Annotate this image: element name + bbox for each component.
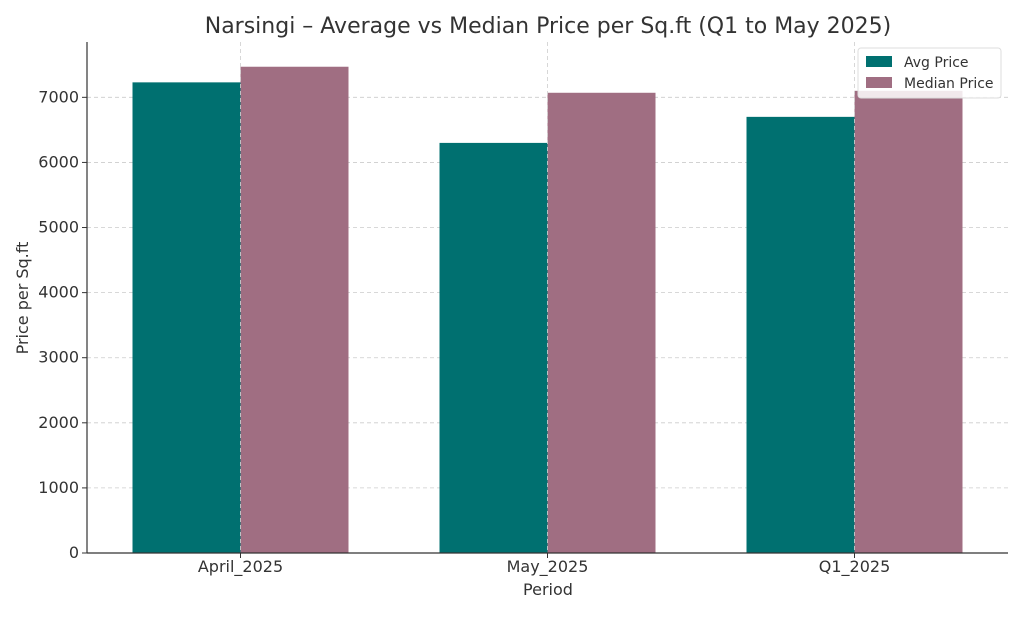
x-ticks: April_2025 May_2025 Q1_2025 [198, 553, 890, 577]
y-tick-label: 4000 [38, 283, 79, 302]
x-tick-label: May_2025 [507, 557, 589, 577]
y-tick-label: 6000 [38, 152, 79, 171]
legend-entry: Median Price [904, 76, 994, 92]
x-tick-label: Q1_2025 [819, 557, 891, 577]
y-tick-label: 1000 [38, 478, 79, 497]
y-ticks: 0 1000 2000 3000 4000 5000 6000 7000 [38, 87, 87, 562]
x-tick-label: April_2025 [198, 557, 283, 577]
bars [132, 42, 963, 554]
y-tick-label: 0 [69, 543, 79, 562]
y-tick-label: 5000 [38, 218, 79, 237]
chart-title: Narsingi – Average vs Median Price per S… [205, 14, 892, 39]
bar-median-price [240, 66, 349, 554]
legend: Avg Price Median Price [857, 47, 1002, 99]
legend-box [857, 47, 1002, 99]
legend-entry: Avg Price [904, 55, 969, 71]
bar-avg-price [439, 142, 548, 554]
bar-avg-price [132, 82, 241, 553]
bar-avg-price [746, 116, 855, 554]
y-tick-label: 2000 [38, 413, 79, 432]
bar-median-price [854, 90, 963, 553]
legend-swatch [866, 56, 892, 67]
y-tick-label: 7000 [38, 87, 79, 106]
bar-median-price [547, 92, 656, 553]
x-axis-label: Period [523, 580, 573, 599]
y-tick-label: 3000 [38, 348, 79, 367]
y-axis-label: Price per Sq.ft [13, 242, 32, 355]
legend-swatch [866, 77, 892, 88]
